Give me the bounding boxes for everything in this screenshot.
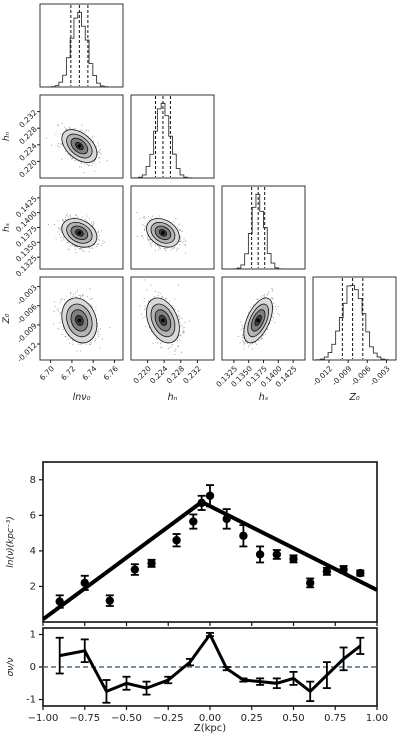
x-axis-label-z0: Z₀ — [348, 392, 360, 403]
corner-panel-z0-lnv0 — [39, 276, 124, 361]
data-point — [356, 568, 365, 578]
residual-plot-area — [55, 631, 365, 704]
x-tick-label: 0.232 — [181, 364, 203, 386]
x-tick-label: -0.012 — [311, 364, 335, 388]
y-tick-label: 0.232 — [17, 108, 39, 130]
y-tick-label: -0.003 — [15, 283, 39, 307]
data-point — [189, 517, 198, 526]
histogram-lnv0 — [40, 11, 123, 88]
residual-x-tick-label: 0.25 — [241, 713, 263, 724]
x-tick-label: -0.009 — [330, 364, 354, 388]
residual-x-tick-label: −0.75 — [69, 713, 100, 724]
posterior-peak — [161, 318, 165, 323]
residual-x-axis-label: Z(kpc) — [194, 723, 226, 734]
data-point — [289, 554, 298, 564]
data-point — [172, 536, 181, 545]
histogram-z0 — [312, 284, 397, 361]
residual-y-axis-label: σν/ν — [6, 658, 16, 677]
corner-panel-z0-z0 — [312, 276, 397, 361]
density-y-axis-label: ln(ν)(kpc⁻³) — [6, 516, 16, 568]
y-tick-label: -0.006 — [15, 302, 39, 326]
data-point — [339, 565, 348, 574]
data-point — [197, 498, 206, 508]
density-y-tick-label: 4 — [30, 546, 36, 557]
corner-panel-hs-lnv0 — [39, 185, 124, 270]
corner-panel-z0-hs — [221, 276, 306, 361]
x-axis-label-lnv0: lnν₀ — [73, 392, 91, 403]
density-y-tick-label: 2 — [30, 581, 36, 592]
posterior-peak — [161, 231, 165, 235]
data-point — [239, 531, 248, 540]
residual-x-tick-label: 0.75 — [324, 713, 346, 724]
model-line — [43, 499, 377, 621]
x-axis-label-hn: hₙ — [168, 392, 178, 403]
data-point — [272, 550, 281, 559]
posterior-peak — [256, 318, 260, 323]
residual-x-tick-label: −0.25 — [153, 713, 184, 724]
x-axis-label-hs: hₛ — [259, 392, 269, 403]
data-point — [222, 514, 231, 524]
corner-panel-hn-lnv0 — [39, 94, 124, 179]
density-plot-area — [43, 484, 377, 621]
scatter-cloud — [45, 122, 108, 173]
y-axis-label-z0: Z₀ — [2, 313, 12, 324]
x-tick-label: -0.003 — [368, 364, 392, 388]
posterior-peak — [77, 318, 82, 323]
histogram-hs — [222, 193, 305, 270]
posterior-peak — [77, 231, 82, 235]
y-tick-label: -0.009 — [15, 321, 39, 345]
residual-y-tick-label: 0 — [30, 662, 36, 673]
x-tick-label: 6.72 — [59, 364, 77, 382]
scatter-cloud — [139, 279, 190, 355]
data-point — [205, 491, 215, 500]
residual-x-tick-label: 1.00 — [366, 713, 388, 724]
y-axis-label-hn: hₙ — [2, 131, 12, 141]
corner-panel-lnv0-lnv0 — [39, 3, 124, 88]
residual-x-tick-label: −0.50 — [111, 713, 142, 724]
residual-x-tick-label: −1.00 — [28, 713, 59, 724]
data-point — [255, 550, 265, 559]
data-point — [105, 596, 115, 605]
residual-x-tick-label: 0.50 — [282, 713, 304, 724]
density-y-tick-label: 6 — [30, 510, 36, 521]
data-point — [130, 565, 140, 574]
scatter-cloud — [53, 288, 111, 352]
scatter-cloud — [47, 213, 106, 254]
data-point — [55, 597, 64, 606]
panel-frame — [312, 276, 397, 361]
histogram-hn — [130, 102, 214, 179]
scatter-cloud — [136, 212, 187, 254]
data-point — [147, 559, 156, 568]
corner-panel-hs-hs — [221, 185, 306, 270]
residual-line — [59, 631, 362, 694]
corner-panel-z0-hn — [130, 276, 215, 361]
corner-panel-hn-hn — [130, 94, 215, 179]
data-point — [80, 578, 89, 588]
x-tick-label: 6.76 — [102, 364, 120, 382]
corner-panel-hs-hn — [130, 185, 215, 270]
data-point — [306, 578, 315, 588]
posterior-peak — [77, 144, 82, 148]
y-tick-label: -0.012 — [15, 340, 39, 364]
residual-x-tick-label: 0.00 — [199, 713, 221, 724]
x-tick-label: 6.70 — [38, 364, 56, 382]
y-axis-label-hs: hₛ — [2, 223, 12, 232]
density-y-tick-label: 8 — [30, 475, 36, 486]
x-tick-label: -0.006 — [349, 364, 373, 388]
residual-y-tick-label: 1 — [30, 630, 36, 641]
data-point — [322, 567, 332, 576]
x-tick-label: 6.74 — [80, 364, 98, 382]
residual-y-tick-label: -1 — [26, 695, 36, 706]
scatter-cloud — [238, 287, 280, 350]
